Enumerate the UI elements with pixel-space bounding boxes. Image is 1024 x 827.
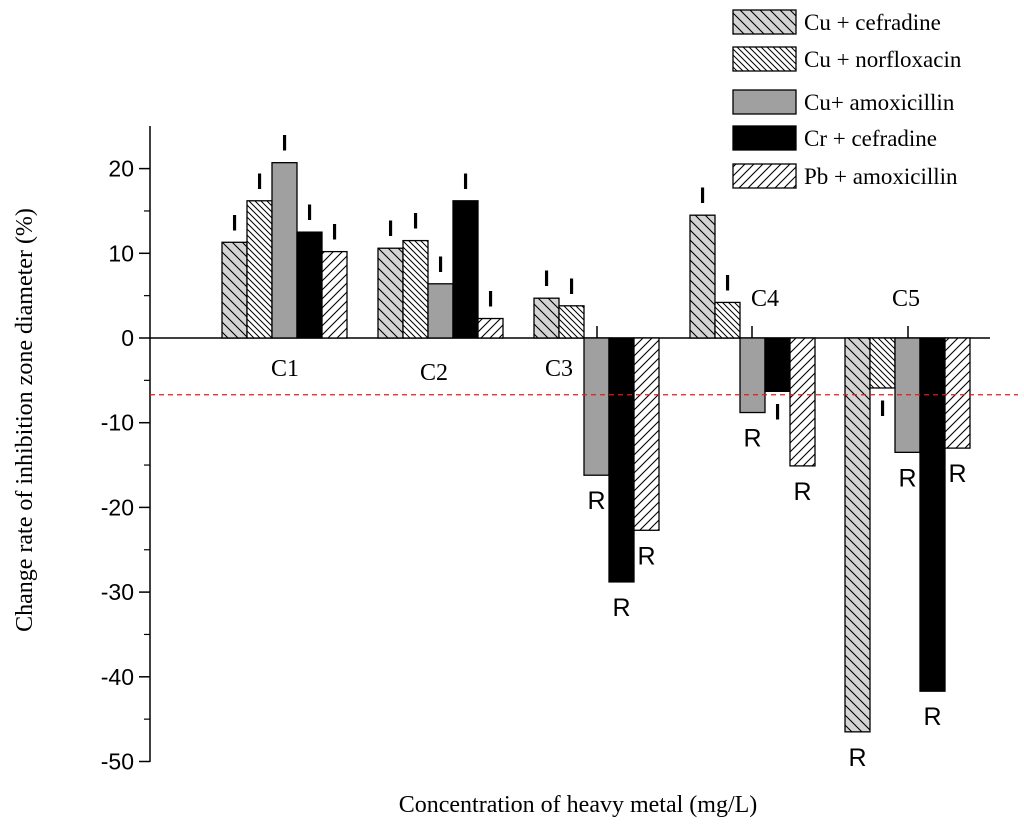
bar-2-C1: [246, 200, 273, 339]
bar-sensitivity-label: I: [281, 131, 287, 156]
category-label-C3: C3: [545, 356, 573, 382]
bar-4-C4: [764, 337, 791, 393]
bar-5-C1: [321, 250, 348, 339]
x-axis-label: Concentration of heavy metal (mg/L): [399, 792, 758, 818]
bar-2-C4: [714, 301, 741, 339]
bar-sensitivity-label: R: [923, 703, 941, 731]
legend-swatch-4: [732, 125, 797, 151]
bar-5-C2: [477, 317, 504, 339]
bar-sensitivity-label: I: [437, 252, 443, 277]
bar-sensitivity-label: I: [774, 399, 780, 424]
category-label-C4: C4: [751, 286, 779, 312]
bar-1-C3: [533, 297, 560, 339]
bar-sensitivity-label: I: [699, 183, 705, 208]
bar-5-C4: [789, 337, 816, 467]
legend-swatch-5: [732, 163, 797, 189]
y-tick-label: 10: [108, 240, 134, 266]
bar-3-C2: [427, 283, 454, 339]
y-tick-label: -50: [101, 749, 134, 775]
category-label-C1: C1: [271, 356, 299, 382]
bar-sensitivity-label: R: [848, 744, 866, 772]
bar-sensitivity-label: I: [543, 266, 549, 291]
bar-sensitivity-label: I: [412, 209, 418, 234]
bar-1-C2: [377, 247, 404, 339]
bar-3-C3: [583, 337, 610, 476]
bar-4-C5: [919, 337, 946, 692]
legend-swatch-1: [732, 9, 797, 35]
legend-label-2: Cu + norfloxacin: [804, 47, 962, 72]
bar-3-C4: [739, 337, 766, 414]
bar-1-C4: [689, 214, 716, 339]
bar-5-C5: [944, 337, 971, 449]
bar-sensitivity-label: R: [793, 478, 811, 506]
bar-2-C5: [869, 337, 896, 389]
y-tick-label: -20: [101, 494, 134, 520]
bar-sensitivity-label: I: [879, 396, 885, 421]
bar-2-C3: [558, 305, 585, 339]
bar-3-C1: [271, 162, 298, 339]
bar-5-C3: [633, 337, 660, 531]
bar-sensitivity-label: I: [256, 169, 262, 194]
y-tick-label: -10: [101, 410, 134, 436]
bar-sensitivity-label: R: [948, 460, 966, 488]
category-label-C2: C2: [420, 360, 448, 386]
bar-sensitivity-label: R: [637, 542, 655, 570]
y-ticks: 20 10 0 -10 -20 -30 -40 -50: [101, 156, 150, 775]
bar-sensitivity-label: I: [724, 270, 730, 295]
bar-4-C2: [452, 200, 479, 339]
bar-sensitivity-label: R: [587, 487, 605, 515]
y-tick-label: -40: [101, 664, 134, 690]
bar-1-C1: [221, 241, 248, 339]
bar-sensitivity-label: I: [568, 274, 574, 299]
bar-sensitivity-label: I: [306, 200, 312, 225]
bar-1-C5: [844, 337, 871, 733]
bar-sensitivity-label: I: [387, 216, 393, 241]
category-labels: C1 C2 C3 C4 C5: [271, 286, 920, 386]
y-tick-label: 0: [121, 325, 134, 351]
legend-label-5: Pb + amoxicillin: [804, 164, 958, 189]
bar-sensitivity-label: R: [898, 464, 916, 492]
legend-label-1: Cu + cefradine: [804, 10, 941, 35]
y-axis-label: Change rate of inhibition zone diameter …: [12, 208, 38, 632]
bars: [221, 162, 971, 733]
category-label-C5: C5: [892, 286, 920, 312]
legend-swatch-3: [732, 89, 797, 115]
bar-sensitivity-label: R: [612, 594, 630, 622]
legend-swatch-2: [732, 46, 797, 72]
legend: Cu + cefradine Cu + norfloxacin Cu+ amoxic…: [732, 9, 962, 189]
y-tick-label: 20: [108, 156, 134, 182]
legend-label-3: Cu+ amoxicillin: [804, 90, 955, 115]
bar-sensitivity-label: R: [743, 425, 761, 453]
bar-sensitivity-label: I: [231, 210, 237, 235]
legend-label-4: Cr + cefradine: [804, 126, 937, 151]
bar-2-C2: [402, 239, 429, 339]
bar-4-C3: [608, 337, 635, 583]
bar-4-C1: [296, 231, 323, 339]
y-tick-label: -30: [101, 579, 134, 605]
bar-sensitivity-label: I: [331, 220, 337, 245]
bar-sensitivity-label: I: [462, 169, 468, 194]
bar-sensitivity-label: I: [487, 287, 493, 312]
